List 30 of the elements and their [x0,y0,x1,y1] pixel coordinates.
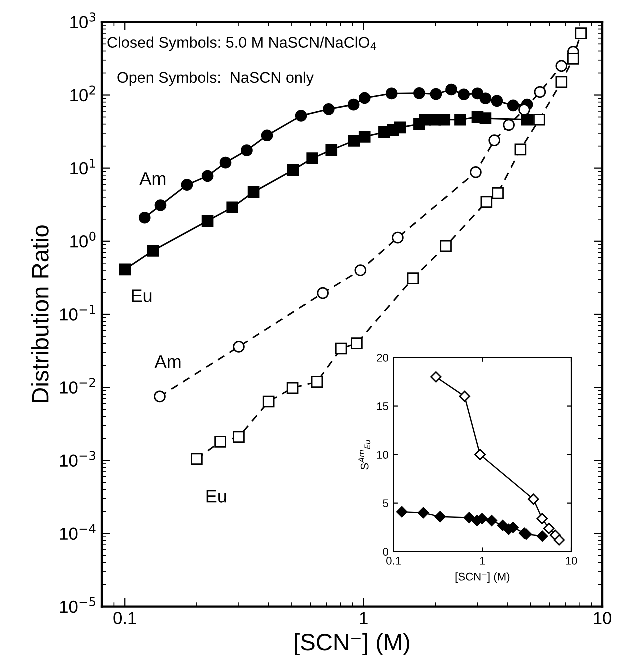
series-label: Am [140,172,166,186]
y-tick-label: 20 [377,354,389,362]
y-tick-label: 10$^{−4}$ [60,524,96,540]
y-tick-label: 10 [377,451,389,459]
y-tick-label: 10$^{0}$ [70,232,96,248]
y-tick-label: 10$^{1}$ [70,159,96,175]
x-axis-title: [SCN⁻] (M) [295,633,410,656]
y-tick-label: 10$^{−2}$ [60,378,96,394]
x-axis-title: [SCN⁻] (M) [456,572,510,583]
y-tick-label: 10$^{3}$ [70,12,96,29]
x-tick-label: 10 [594,612,612,624]
y-axis-title: Distribution Ratio [32,226,49,402]
y-tick-label: 10$^{2}$ [70,86,96,102]
x-tick-label: 1 [480,557,486,565]
y-tick-label: 10$^{−5}$ [60,597,96,614]
y-tick-label: 15 [377,402,388,410]
y-axis-title: S$^{Am}$$_{Eu}$ [358,440,371,470]
series-label: Am [154,356,181,368]
series-label: Eu [132,290,152,302]
series-label: Eu [206,490,226,503]
y-tick-label: 5 [383,500,388,508]
x-tick-label: 0.1 [114,612,136,624]
y-tick-label: 0 [383,548,389,556]
annotation: Open Symbols: NaSCN only [118,72,314,86]
annotation: Closed Symbols: 5.0 M NaSCN/NaClO$_{4}$ [108,36,377,52]
x-tick-label: 10 [566,557,578,565]
x-tick-label: 0.1 [386,557,401,565]
x-tick-label: 1 [360,612,368,624]
y-tick-label: 10$^{−1}$ [60,305,96,321]
y-tick-label: 10$^{−3}$ [60,451,96,467]
